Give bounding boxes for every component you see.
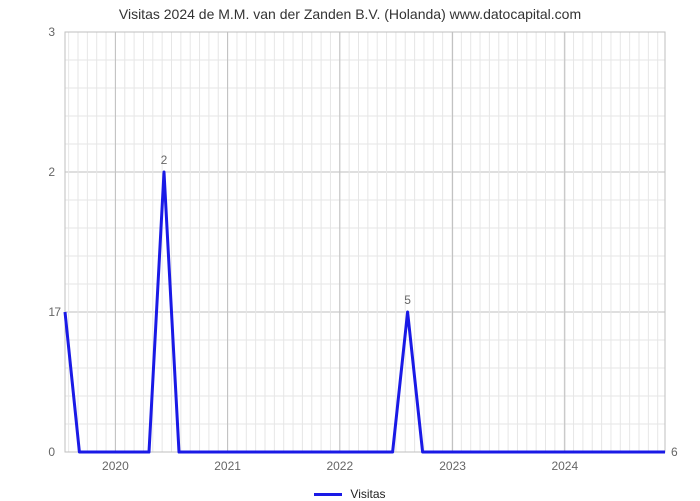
svg-text:3: 3: [48, 25, 55, 39]
svg-text:2021: 2021: [214, 459, 241, 473]
svg-text:2022: 2022: [326, 459, 353, 473]
legend-label: Visitas: [350, 487, 385, 501]
legend: Visitas: [314, 487, 385, 501]
chart-title: Visitas 2024 de M.M. van der Zanden B.V.…: [119, 6, 581, 22]
svg-text:0: 0: [48, 445, 55, 459]
svg-text:2023: 2023: [439, 459, 466, 473]
legend-swatch: [314, 493, 342, 496]
svg-text:2024: 2024: [551, 459, 578, 473]
svg-text:7: 7: [54, 305, 61, 319]
svg-text:2: 2: [161, 153, 168, 167]
chart-plot-area: 0123202020212022202320247256: [15, 24, 685, 485]
svg-text:2: 2: [48, 165, 55, 179]
chart-svg: 0123202020212022202320247256: [15, 24, 685, 480]
svg-text:2020: 2020: [102, 459, 129, 473]
svg-text:6: 6: [671, 445, 678, 459]
svg-text:5: 5: [404, 293, 411, 307]
